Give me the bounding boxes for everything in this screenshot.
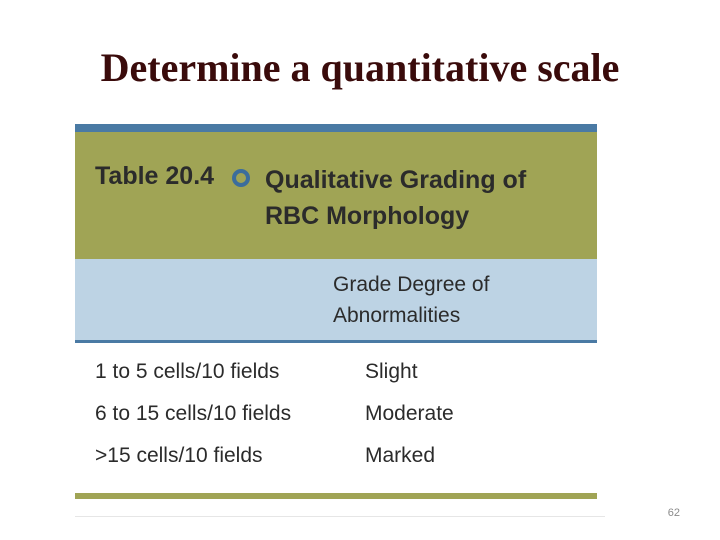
table-row: 1 to 5 cells/10 fields Slight (75, 360, 597, 400)
page-number: 62 (667, 507, 680, 519)
table-caption: Qualitative Grading of RBC Morphology (265, 166, 527, 230)
column-header-grade: Grade Degree of Abnormalities (333, 273, 490, 327)
cell-grade: Moderate (365, 402, 454, 425)
slide-title: Determine a quantitative scale (100, 45, 620, 90)
cell-count: 1 to 5 cells/10 fields (95, 360, 280, 383)
footer-line (75, 516, 605, 517)
cell-count: 6 to 15 cells/10 fields (95, 402, 292, 425)
table-header-band: Grade Degree of Abnormalities (75, 259, 597, 340)
table-row: >15 cells/10 fields Marked (75, 444, 597, 484)
table-row: 6 to 15 cells/10 fields Moderate (75, 402, 597, 442)
cell-grade: Slight (365, 360, 418, 383)
header-rule (75, 340, 597, 343)
table-title-band: Table 20.4 Qualitative Grading of RBC Mo… (75, 132, 597, 259)
cell-grade: Marked (365, 444, 436, 467)
top-rule (75, 124, 597, 132)
table-number: Table 20.4 (95, 162, 215, 190)
bottom-rule (75, 493, 597, 499)
circle-bullet-icon (232, 169, 250, 187)
table-figure: Table 20.4 Qualitative Grading of RBC Mo… (75, 124, 597, 502)
cell-count: >15 cells/10 fields (95, 444, 263, 467)
